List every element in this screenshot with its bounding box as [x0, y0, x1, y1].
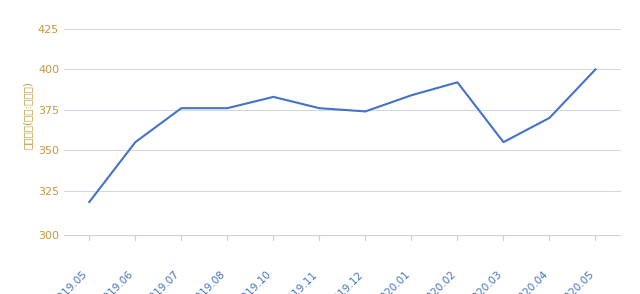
Y-axis label: 거래금액(단위:백만원): 거래금액(단위:백만원) — [22, 81, 33, 148]
